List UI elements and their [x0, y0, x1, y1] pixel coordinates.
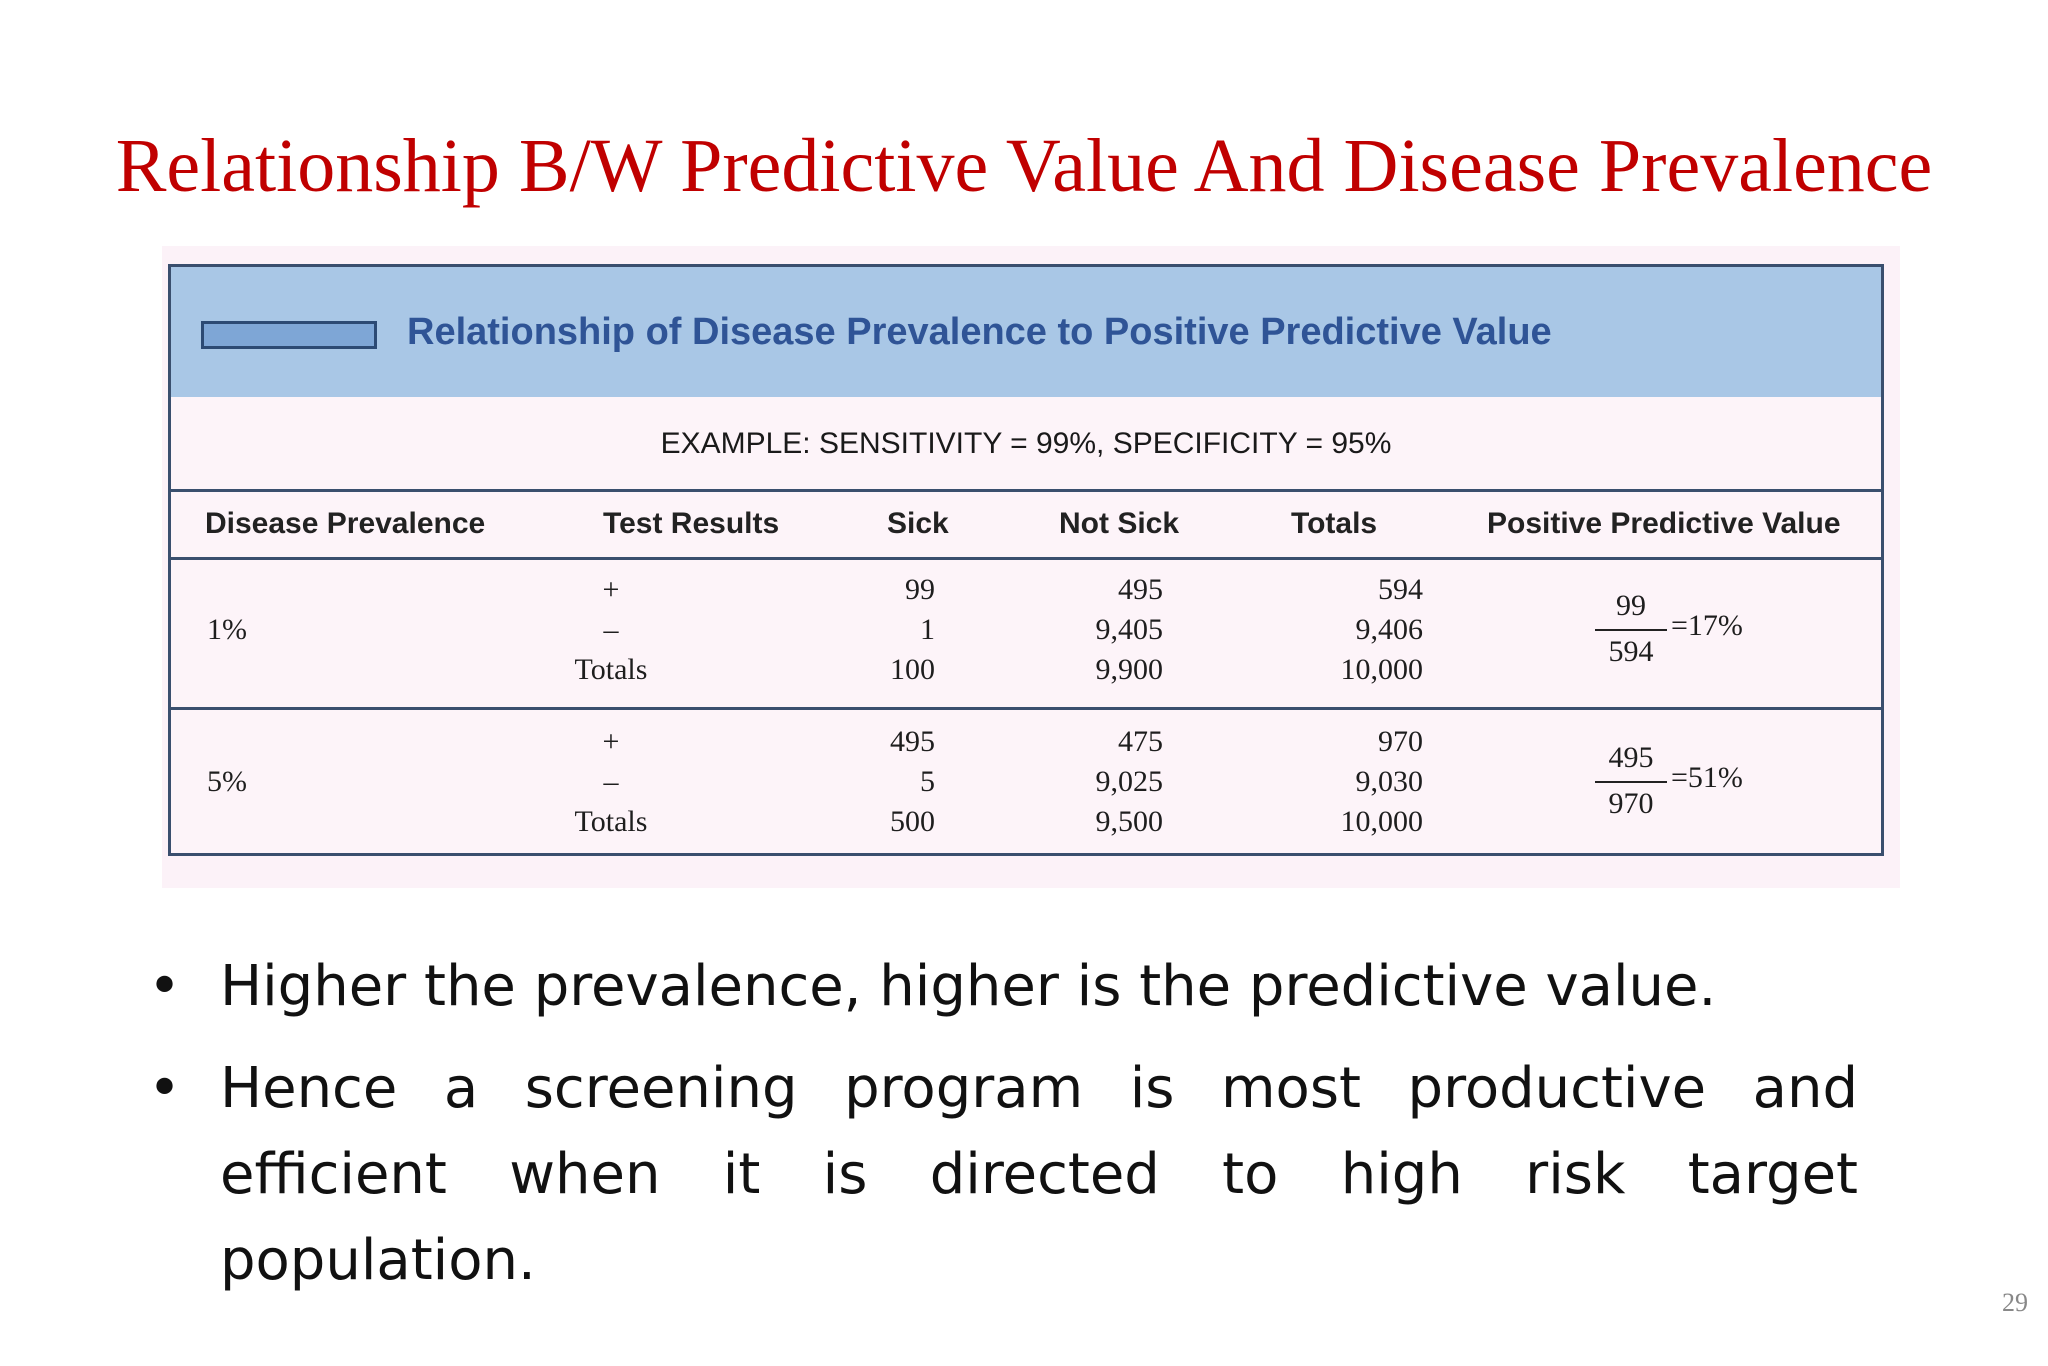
- table-box: Relationship of Disease Prevalence to Po…: [168, 264, 1884, 856]
- divider: [171, 557, 1881, 560]
- bullet-text: Higher the prevalence, higher is the pre…: [220, 954, 1717, 1019]
- col-header-totals: Totals: [1291, 507, 1378, 540]
- not-sick-cell: 9,900: [1095, 653, 1164, 686]
- bullet-dot-icon: •: [148, 1056, 182, 1121]
- sick-cell: 5: [920, 765, 935, 798]
- totals-cell: 970: [1378, 725, 1423, 758]
- test-result-cell: Totals: [574, 653, 648, 686]
- col-header-not-sick: Not Sick: [1059, 507, 1180, 540]
- bullet-text-line: population.: [220, 1228, 536, 1293]
- prevalence-cell: 1%: [207, 613, 247, 646]
- ppv-denominator: 970: [1608, 787, 1654, 820]
- totals-cell: 594: [1378, 573, 1423, 606]
- test-result-cell: –: [603, 613, 619, 646]
- sick-cell: 500: [890, 805, 935, 838]
- ppv-denominator: 594: [1608, 635, 1654, 668]
- test-result-cell: +: [602, 573, 620, 606]
- totals-cell: 9,030: [1355, 765, 1424, 798]
- table-figure: Relationship of Disease Prevalence to Po…: [162, 246, 1900, 888]
- bullet-text-line: Hence a screening program is most produc…: [220, 1056, 1858, 1121]
- test-result-cell: Totals: [574, 805, 648, 838]
- ppv-numerator: 495: [1608, 741, 1654, 774]
- not-sick-cell: 495: [1118, 573, 1163, 606]
- test-result-cell: –: [603, 765, 619, 798]
- totals-cell: 9,406: [1355, 613, 1424, 646]
- totals-cell: 10,000: [1340, 653, 1424, 686]
- not-sick-cell: 9,500: [1095, 805, 1164, 838]
- ppv-result: =51%: [1671, 761, 1743, 794]
- header-swatch: [201, 321, 377, 349]
- test-result-cell: +: [602, 725, 620, 758]
- not-sick-cell: 475: [1118, 725, 1163, 758]
- ppv-numerator: 99: [1616, 589, 1646, 622]
- example-line: EXAMPLE: SENSITIVITY = 99%, SPECIFICITY …: [660, 427, 1392, 460]
- sick-cell: 495: [890, 725, 935, 758]
- table-heading: Relationship of Disease Prevalence to Po…: [407, 311, 1552, 353]
- prevalence-cell: 5%: [207, 765, 247, 798]
- ppv-result: =17%: [1671, 609, 1743, 642]
- sick-cell: 99: [905, 573, 935, 606]
- col-header-test-results: Test Results: [603, 507, 780, 540]
- col-header-sick: Sick: [887, 507, 949, 540]
- bullet-item: • Hence a screening program is most prod…: [148, 1046, 1858, 1304]
- col-header-ppv: Positive Predictive Value: [1487, 507, 1841, 540]
- divider: [171, 489, 1881, 492]
- totals-cell: 10,000: [1340, 805, 1424, 838]
- fraction-bar: [1595, 629, 1667, 631]
- slide-title: Relationship B/W Predictive Value And Di…: [115, 124, 1933, 208]
- not-sick-cell: 9,405: [1095, 613, 1164, 646]
- col-header-disease-prevalence: Disease Prevalence: [205, 507, 486, 540]
- table-header-band: Relationship of Disease Prevalence to Po…: [171, 267, 1881, 397]
- bullet-item: • Higher the prevalence, higher is the p…: [148, 944, 1858, 1030]
- page-number: 29: [2002, 1288, 2028, 1317]
- bullet-dot-icon: •: [148, 954, 182, 1019]
- fraction-bar: [1595, 781, 1667, 783]
- bullet-text-line: efficient when it is directed to high ri…: [220, 1142, 1858, 1207]
- sick-cell: 100: [890, 653, 935, 686]
- bullet-list: • Higher the prevalence, higher is the p…: [148, 944, 1858, 1320]
- divider: [171, 707, 1881, 710]
- sick-cell: 1: [920, 613, 935, 646]
- not-sick-cell: 9,025: [1095, 765, 1164, 798]
